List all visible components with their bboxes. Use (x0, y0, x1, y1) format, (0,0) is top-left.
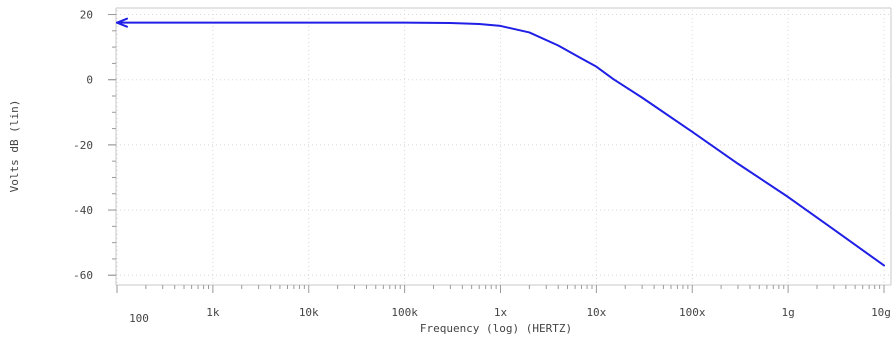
x-tick-label-6: 100x (679, 306, 706, 319)
y-tick-label-4: -60 (73, 269, 93, 282)
plot-frame (115, 7, 892, 286)
y-tick-label-0: 20 (80, 9, 93, 22)
x-tick-label-3: 100k (391, 306, 418, 319)
tick-marks (108, 14, 885, 293)
x-tick-label-0: 100 (129, 312, 149, 325)
x-tick-label-5: 10x (586, 306, 606, 319)
series-line-0 (116, 21, 885, 267)
x-tick-label-8: 10g (871, 306, 891, 319)
x-tick-label-7: 1g (782, 306, 795, 319)
x-tick-label-2: 10k (299, 306, 319, 319)
series-layer (116, 17, 885, 267)
y-tick-label-3: -40 (73, 204, 93, 217)
y-tick-label-2: -20 (73, 139, 93, 152)
y-tick-label-1: 0 (86, 74, 93, 87)
x-tick-label-1: 1k (206, 306, 220, 319)
tick-labels: 20 0 -20 -40 -60 100 1k 10k 100k 1x 10x 100x 1g 10g (73, 9, 891, 325)
x-axis-label: Frequency (log) (HERTZ) (420, 322, 572, 335)
series-start-arrow (116, 17, 128, 28)
y-axis-label: Volts dB (lin) (8, 100, 21, 193)
x-tick-label-4: 1x (494, 306, 508, 319)
